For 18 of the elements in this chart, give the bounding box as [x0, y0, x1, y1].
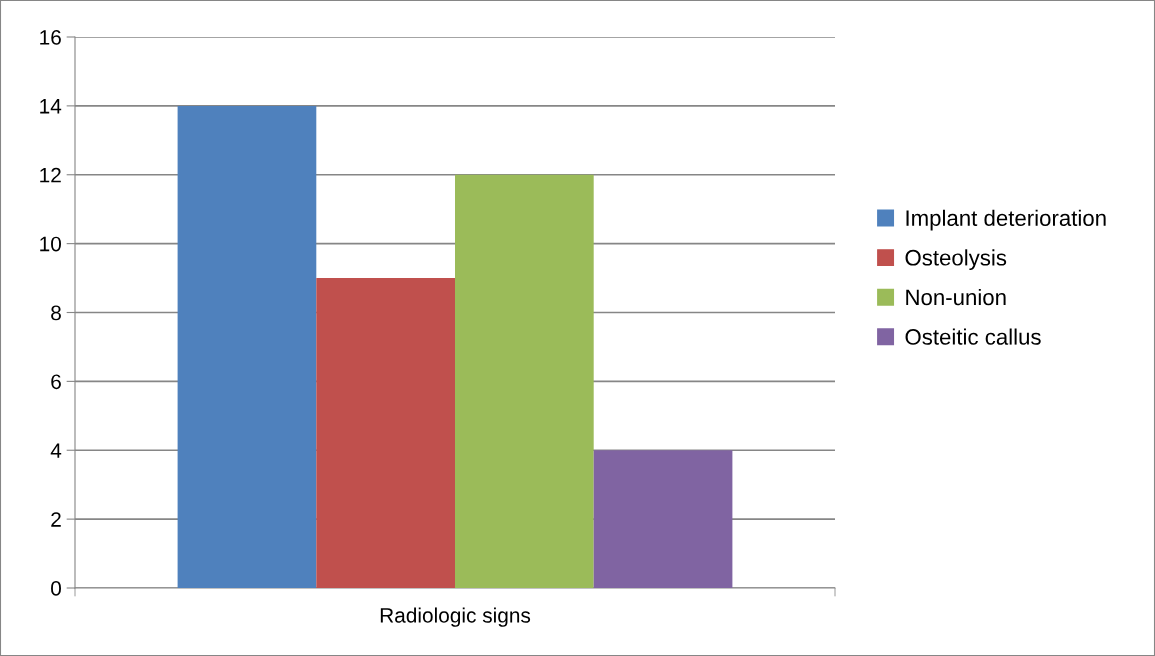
legend-label: Non-union [906, 288, 1006, 306]
bar [593, 450, 733, 588]
y-tick-label: 12 [40, 167, 61, 183]
y-tick-label: 10 [40, 236, 61, 252]
y-tick-label: 0 [51, 581, 61, 596]
bar [316, 278, 455, 588]
legend-label: Osteolysis [905, 249, 1007, 270]
bar [455, 174, 594, 588]
x-tick-label: Radiologic signs [380, 607, 531, 627]
bar [177, 105, 317, 588]
y-tick-label: 4 [50, 443, 62, 458]
y-tick-label: 8 [51, 305, 61, 321]
legend-label: Implant deterioration [906, 209, 1106, 231]
y-tick-label: 2 [51, 512, 61, 527]
y-tick-label: 14 [40, 99, 62, 114]
y-tick-label: 6 [51, 374, 61, 390]
y-tick-label: 16 [40, 30, 61, 45]
legend-label: Osteitic callus [905, 328, 1041, 345]
